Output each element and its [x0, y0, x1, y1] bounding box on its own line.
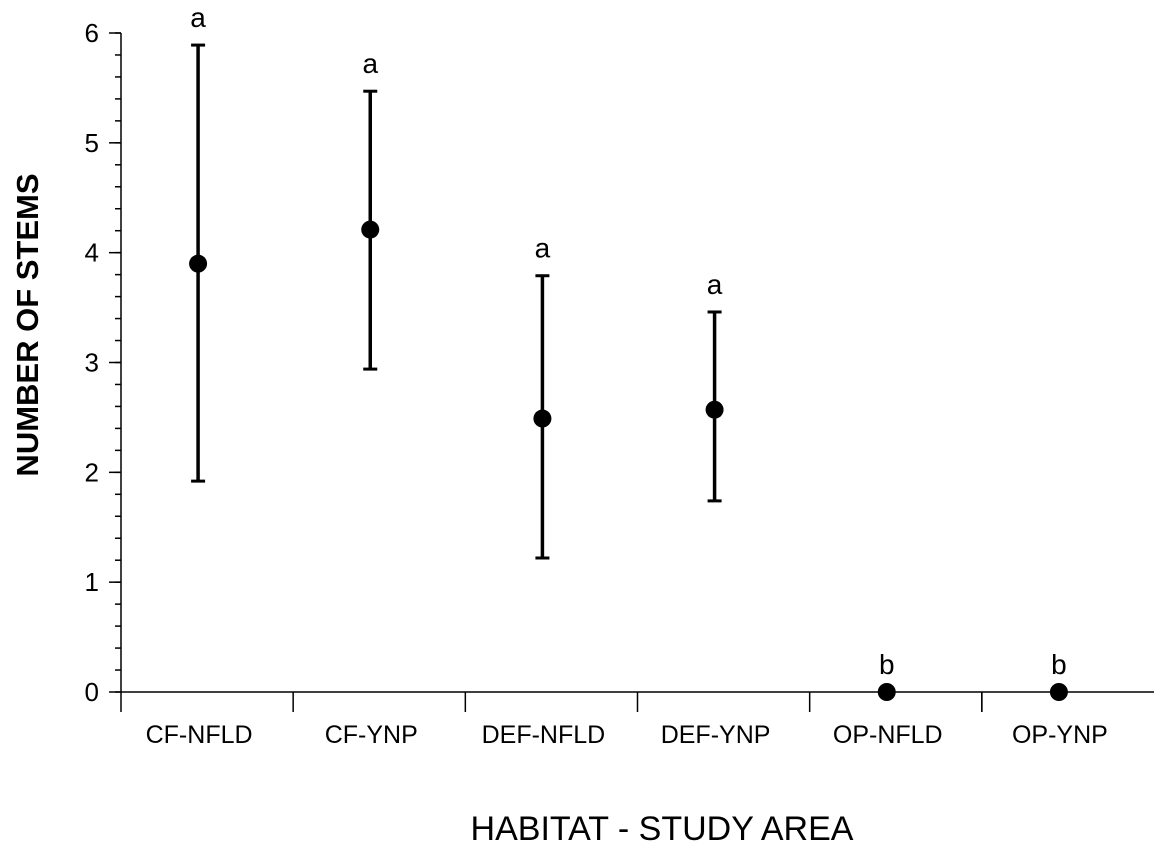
- data-point: [705, 400, 724, 419]
- x-tick-label: CF-NFLD: [146, 721, 253, 749]
- y-tick-label: 6: [85, 18, 99, 48]
- data-point: [877, 683, 896, 701]
- significance-label: b: [879, 649, 895, 680]
- y-tick-label: 5: [85, 128, 99, 158]
- data-point: [361, 220, 380, 239]
- x-tick-label: OP-NFLD: [833, 721, 943, 749]
- significance-label: b: [1051, 649, 1067, 680]
- y-tick-label: 2: [85, 457, 99, 487]
- x-tick-label: OP-YNP: [1012, 721, 1108, 749]
- significance-label: a: [535, 233, 551, 264]
- y-tick-label: 1: [85, 567, 99, 597]
- significance-label: a: [190, 2, 206, 33]
- y-axis-title: NUMBER OF STEMS: [10, 173, 45, 476]
- y-tick-label: 4: [85, 238, 99, 268]
- x-tick-label: DEF-NFLD: [482, 721, 606, 749]
- data-point: [1049, 683, 1068, 701]
- significance-label: a: [707, 269, 723, 300]
- x-tick-label: CF-YNP: [325, 721, 418, 749]
- significance-label: a: [362, 48, 378, 79]
- data-point: [189, 254, 208, 273]
- y-tick-label: 0: [85, 677, 99, 707]
- x-tick-label: DEF-YNP: [661, 721, 771, 749]
- data-point: [533, 409, 552, 428]
- y-tick-label: 3: [85, 348, 99, 378]
- x-axis-title: HABITAT - STUDY AREA: [471, 810, 854, 842]
